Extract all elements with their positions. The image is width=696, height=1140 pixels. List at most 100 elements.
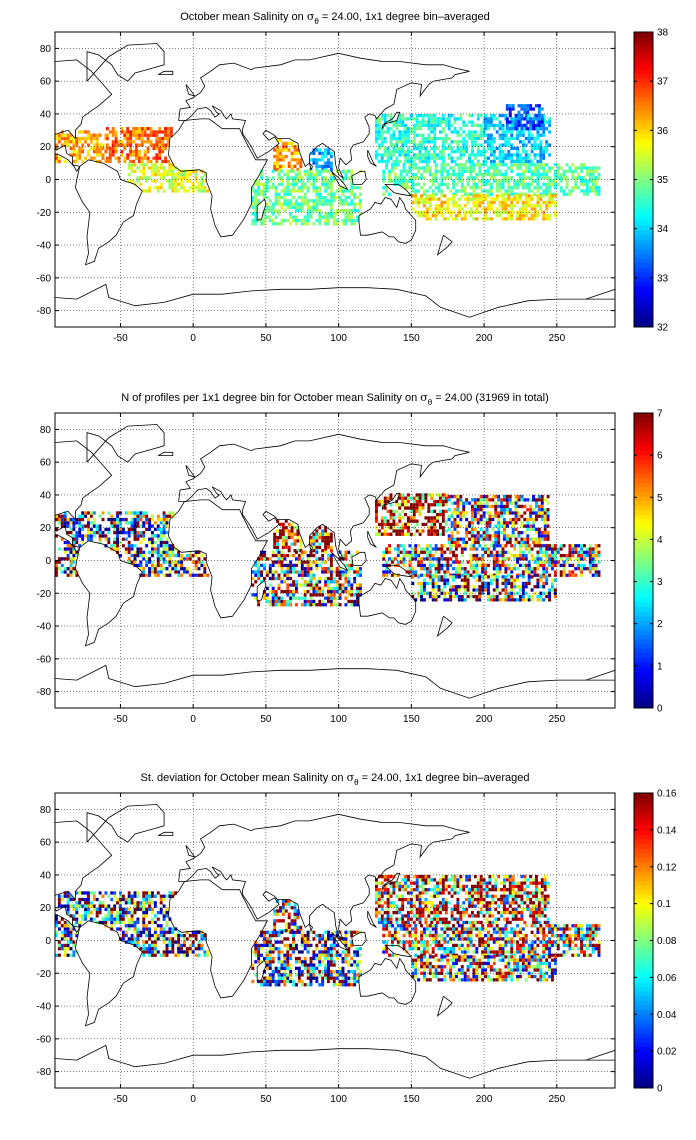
data-cell — [434, 585, 438, 589]
data-cell — [396, 553, 400, 558]
data-cell — [481, 588, 485, 592]
data-cell — [439, 499, 442, 504]
data-cell — [415, 143, 419, 147]
data-cell — [462, 508, 466, 512]
data-cell — [401, 516, 405, 520]
data-cell — [72, 560, 76, 564]
data-cell — [472, 567, 476, 571]
data-cell — [321, 215, 325, 219]
data-cell — [507, 573, 511, 577]
data-cell — [468, 524, 471, 528]
data-cell — [329, 192, 333, 196]
data-cell — [148, 524, 151, 528]
data-cell — [411, 594, 415, 599]
data-cell — [568, 573, 572, 577]
data-cell — [393, 166, 397, 170]
colorbar-step — [634, 491, 653, 497]
data-cell — [530, 146, 534, 150]
data-cell — [95, 527, 99, 531]
colorbar-tick-label: 34 — [657, 224, 669, 235]
data-cell — [507, 136, 511, 141]
data-cell — [433, 130, 437, 134]
data-cell — [162, 550, 166, 554]
data-cell — [111, 140, 115, 144]
data-cell — [420, 581, 423, 586]
x-tick-label: 100 — [330, 333, 347, 344]
data-cell — [411, 200, 415, 205]
data-cell — [434, 550, 438, 554]
data-cell — [553, 200, 557, 205]
data-cell — [146, 146, 150, 150]
data-cell — [151, 570, 154, 574]
data-cell — [271, 550, 275, 554]
data-cell — [501, 217, 505, 221]
colorbar-step — [634, 509, 653, 515]
data-cell — [421, 496, 425, 500]
data-cell — [402, 550, 406, 554]
data-cell — [327, 161, 330, 165]
data-cell — [107, 527, 111, 531]
data-cell — [463, 192, 467, 196]
data-cell — [540, 113, 544, 118]
data-cell — [335, 169, 339, 173]
data-cell — [153, 534, 157, 538]
data-cell — [402, 560, 406, 564]
data-cell — [481, 581, 485, 586]
data-cell — [332, 179, 336, 183]
data-cell — [388, 570, 391, 574]
data-cell — [487, 217, 490, 221]
x-tick-label: 150 — [403, 333, 420, 344]
data-cell — [174, 186, 178, 190]
data-cells — [55, 493, 601, 607]
data-cell — [447, 527, 451, 531]
data-cell — [309, 593, 313, 597]
data-cell — [532, 508, 535, 512]
data-cell — [468, 133, 471, 137]
data-cell — [78, 527, 82, 531]
data-cell — [424, 153, 428, 157]
data-cell — [87, 517, 90, 522]
data-cell — [66, 553, 70, 558]
data-cell — [382, 573, 386, 577]
data-cell — [469, 192, 473, 196]
data-cell — [469, 197, 473, 201]
data-cell — [504, 200, 508, 205]
data-cell — [594, 189, 598, 193]
data-cell — [548, 573, 551, 577]
data-cell — [395, 156, 399, 160]
data-cell — [526, 107, 530, 111]
data-cell — [385, 166, 389, 170]
data-cell — [440, 172, 444, 177]
data-cell — [344, 189, 348, 193]
data-cell — [347, 209, 351, 213]
data-cell — [281, 154, 285, 159]
data-cell — [87, 524, 90, 528]
data-cell — [446, 557, 450, 561]
data-cell — [306, 222, 310, 226]
data-cell — [324, 202, 327, 206]
data-cell — [418, 153, 422, 157]
data-cell — [556, 547, 560, 551]
data-cell — [75, 933, 79, 938]
data-cell — [521, 570, 525, 574]
data-cell — [428, 172, 432, 177]
data-cell — [293, 542, 297, 546]
data-cell — [156, 563, 160, 568]
data-cell — [132, 159, 135, 164]
data-cell — [466, 210, 470, 214]
data-cell — [392, 133, 396, 137]
data-cell — [108, 156, 112, 160]
data-cell — [456, 508, 460, 512]
data-cell — [251, 212, 255, 216]
data-cell — [191, 186, 195, 190]
data-cell — [409, 506, 413, 510]
data-cell — [159, 567, 163, 571]
data-cell — [156, 537, 160, 541]
data-cell — [505, 534, 509, 538]
data-cell — [401, 117, 405, 121]
data-cell — [276, 151, 279, 155]
data-cell — [332, 580, 336, 584]
data-cell — [295, 590, 298, 594]
data-cell — [524, 113, 528, 118]
data-cell — [92, 521, 96, 525]
